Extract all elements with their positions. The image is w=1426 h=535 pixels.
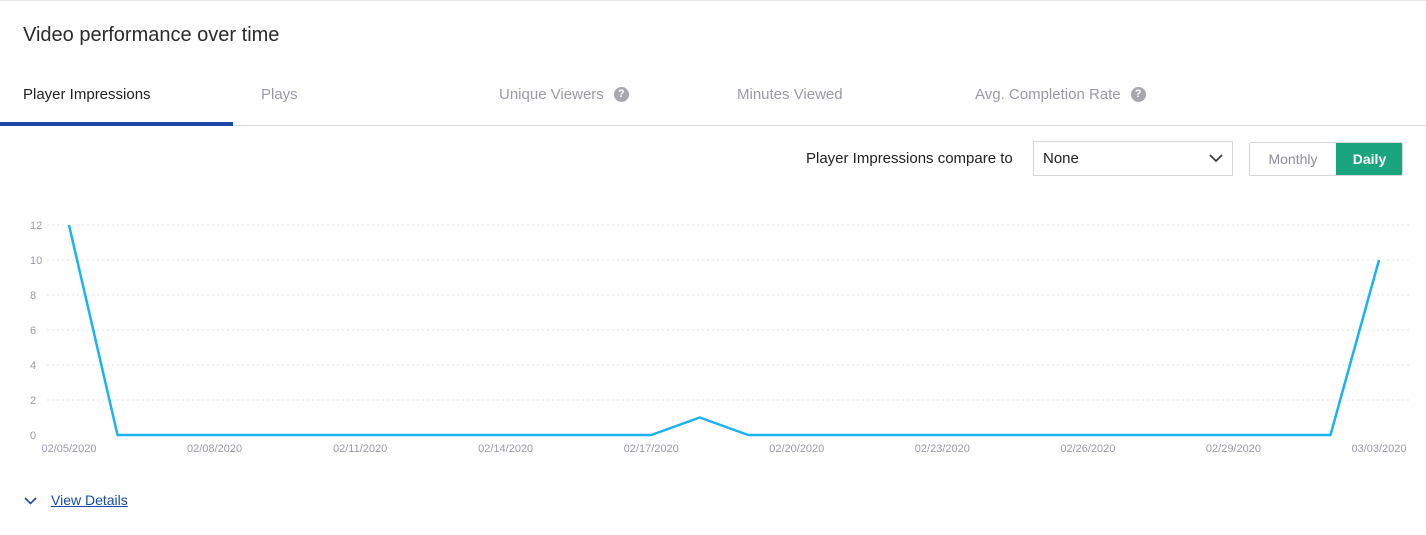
monthly-button[interactable]: Monthly: [1250, 143, 1336, 175]
tab-label: Plays: [261, 86, 298, 103]
top-divider: [0, 0, 1426, 1]
x-tick-label: 02/17/2020: [624, 443, 679, 455]
active-tab-indicator: [0, 122, 233, 126]
x-tick-label: 02/26/2020: [1060, 443, 1115, 455]
impressions-line-chart: 0 2 4 6 8 10 12 02/05/2020 02/08/2020 02/11/2020 0…: [30, 220, 1410, 455]
granularity-toggle: Monthly Daily: [1249, 142, 1403, 176]
y-tick-label: 0: [30, 430, 36, 442]
x-tick-label: 02/11/2020: [333, 443, 387, 455]
y-tick-label: 2: [30, 395, 36, 407]
x-tick-label: 02/29/2020: [1206, 443, 1261, 455]
chevron-down-icon: [24, 497, 37, 505]
tab-player-impressions[interactable]: Player Impressions: [0, 70, 233, 126]
y-tick-label: 8: [30, 290, 36, 302]
tab-minutes-viewed[interactable]: Minutes Viewed: [737, 70, 843, 125]
y-tick-label: 12: [30, 220, 42, 232]
compare-select[interactable]: None: [1033, 141, 1233, 176]
x-tick-label: 02/05/2020: [41, 443, 96, 455]
tab-label: Avg. Completion Rate: [975, 86, 1121, 103]
help-icon[interactable]: ?: [613, 86, 629, 102]
page-title: Video performance over time: [23, 24, 280, 46]
tab-label: Minutes Viewed: [737, 86, 843, 103]
x-tick-label: 02/23/2020: [915, 443, 970, 455]
metric-tabs: Player Impressions Plays Unique Viewers?…: [0, 70, 1426, 126]
x-tick-label: 03/03/2020: [1351, 443, 1406, 455]
x-tick-label: 02/14/2020: [478, 443, 533, 455]
y-tick-label: 6: [30, 325, 36, 337]
x-tick-label: 02/20/2020: [769, 443, 824, 455]
tab-plays[interactable]: Plays: [261, 70, 298, 125]
compare-label: Player Impressions compare to: [806, 150, 1013, 167]
help-icon[interactable]: ?: [1130, 86, 1146, 102]
tab-avg-completion-rate[interactable]: Avg. Completion Rate?: [975, 70, 1146, 125]
series-line: [67, 224, 1381, 437]
chevron-down-icon: [1209, 154, 1223, 163]
compare-select-value: None: [1043, 150, 1079, 167]
view-details-link[interactable]: View Details: [51, 492, 128, 508]
daily-button[interactable]: Daily: [1336, 143, 1402, 175]
tab-unique-viewers[interactable]: Unique Viewers?: [499, 70, 629, 125]
tab-label: Player Impressions: [23, 86, 151, 103]
y-tick-label: 10: [30, 255, 42, 267]
tab-label: Unique Viewers: [499, 86, 604, 103]
x-tick-label: 02/08/2020: [187, 443, 242, 455]
y-tick-label: 4: [30, 360, 36, 372]
